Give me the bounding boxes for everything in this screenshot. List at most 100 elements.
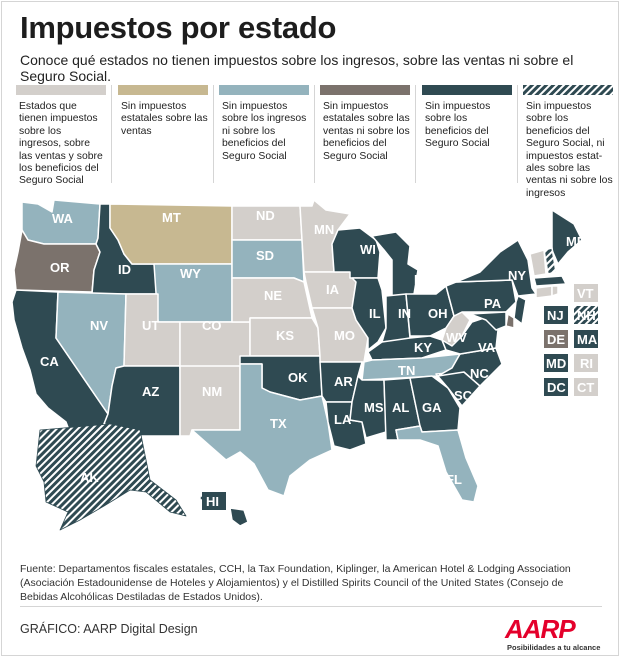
label-MS: MS (364, 400, 384, 415)
legend-text: Sin impuestos sobre los beneficios del S… (526, 101, 613, 199)
legend-swatch (219, 85, 309, 95)
state-VT-map (529, 249, 547, 277)
legend-item-all-taxes: Estados que tienen impuestos sobre los i… (16, 85, 112, 188)
box-DC[interactable] (544, 378, 568, 396)
label-NY: NY (508, 268, 526, 283)
state-IL[interactable] (351, 277, 387, 351)
label-SC: SC (454, 388, 473, 403)
state-FL[interactable] (395, 425, 479, 503)
legend-item-no-ss-income-sales: Sin impuestos sobre los beneficios del S… (523, 85, 613, 200)
legend-text: Sin impuestos estatales sobre las ventas… (323, 101, 410, 162)
label-PA: PA (484, 296, 502, 311)
label-AR: AR (334, 374, 353, 389)
label-AL: AL (392, 400, 409, 415)
label-MO: MO (334, 328, 355, 343)
state-HI[interactable] (229, 507, 249, 527)
legend-text: Sin impuestos estatales sobre las ventas (121, 101, 208, 137)
label-MA: MA (577, 332, 598, 347)
label-IN: IN (398, 306, 411, 321)
page-title: Impuestos por estado (20, 10, 337, 45)
label-WI: WI (360, 242, 376, 257)
label-FL: FL (446, 472, 462, 487)
label-OH: OH (428, 306, 448, 321)
box-NH[interactable] (574, 306, 598, 324)
legend-item-no-sales-no-ss: Sin impuestos estatales sobre las ventas… (320, 85, 416, 183)
label-NM: NM (202, 384, 222, 399)
label-KS: KS (276, 328, 294, 343)
box-CT[interactable] (574, 378, 598, 396)
label-DC: DC (547, 380, 566, 395)
label-SD: SD (256, 248, 274, 263)
label-ME: ME (566, 234, 586, 249)
source-note: Fuente: Departamentos fiscales estatales… (20, 563, 571, 603)
state-NC[interactable] (437, 347, 503, 387)
label-IA: IA (326, 282, 340, 297)
box-NJ[interactable] (544, 306, 568, 324)
box-DE[interactable] (544, 330, 568, 348)
label-NE: NE (264, 288, 282, 303)
label-CO: CO (202, 318, 222, 333)
label-OK: OK (288, 370, 308, 385)
legend-swatch-hatched (523, 85, 613, 95)
state-DE-map (505, 313, 515, 329)
state-NM[interactable] (179, 365, 241, 437)
label-ND: ND (256, 208, 275, 223)
state-AK[interactable] (35, 423, 187, 531)
legend-text: Sin impuestos sobre los ingresos ni sobr… (222, 101, 307, 162)
legend-swatch (422, 85, 512, 95)
label-IL: IL (369, 306, 381, 321)
legend-text: Estados que tienen impuestos sobre los i… (19, 101, 103, 187)
label-box-HI (202, 492, 226, 510)
label-UT: UT (142, 318, 159, 333)
label-MT: MT (162, 210, 181, 225)
state-TX[interactable] (191, 363, 333, 497)
state-PA[interactable] (445, 279, 517, 317)
label-CT: CT (577, 380, 594, 395)
legend: Estados que tienen impuestos sobre los i… (16, 85, 613, 199)
state-RI-map (551, 285, 559, 297)
aarp-tagline: Posibilidades a tu alcance (507, 643, 601, 652)
label-MD: MD (546, 356, 566, 371)
legend-text: Sin impuestos sobre los beneficios del S… (425, 101, 491, 150)
label-VT: VT (577, 286, 594, 301)
us-map: WA OR CA ID NV MT WY UT AZ CO NM ND SD N… (11, 199, 598, 531)
label-MN: MN (314, 222, 334, 237)
label-NV: NV (90, 318, 108, 333)
label-CA: CA (40, 354, 59, 369)
box-MA[interactable] (574, 330, 598, 348)
label-WY: WY (180, 266, 201, 281)
label-HI: HI (206, 494, 219, 509)
label-AZ: AZ (142, 384, 159, 399)
legend-item-no-income-no-ss: Sin impuestos sobre los ingresos ni sobr… (219, 85, 315, 183)
label-TX: TX (270, 416, 287, 431)
label-LA: LA (334, 412, 352, 427)
label-ID: ID (118, 262, 131, 277)
label-VA: VA (478, 340, 496, 355)
divider (20, 606, 602, 607)
state-NY[interactable] (455, 239, 537, 297)
box-RI[interactable] (574, 354, 598, 372)
box-MD[interactable] (544, 354, 568, 372)
page-subtitle: Conoce qué estados no tienen impuestos s… (20, 52, 574, 84)
label-GA: GA (422, 400, 442, 415)
label-OR: OR (50, 260, 70, 275)
graphic-credit: GRÁFICO: AARP Digital Design (20, 622, 198, 636)
label-MI: MI (414, 272, 428, 287)
label-AK: AK (80, 470, 99, 485)
legend-swatch (320, 85, 410, 95)
legend-swatch (118, 85, 208, 95)
small-state-boxes: NJ NH DE MA MD RI DC CT VT (544, 284, 598, 396)
legend-swatch (16, 85, 106, 95)
label-WA: WA (52, 211, 74, 226)
state-NJ-map (513, 295, 527, 325)
box-VT[interactable] (574, 284, 598, 302)
state-NH-map (543, 247, 557, 275)
state-MI[interactable] (371, 231, 419, 297)
aarp-logo: AARP (505, 614, 576, 644)
state-CT-map (535, 285, 553, 299)
label-WV: WV (446, 330, 467, 345)
label-KY: KY (414, 340, 432, 355)
state-MD-map (469, 311, 507, 331)
label-RI: RI (580, 356, 593, 371)
